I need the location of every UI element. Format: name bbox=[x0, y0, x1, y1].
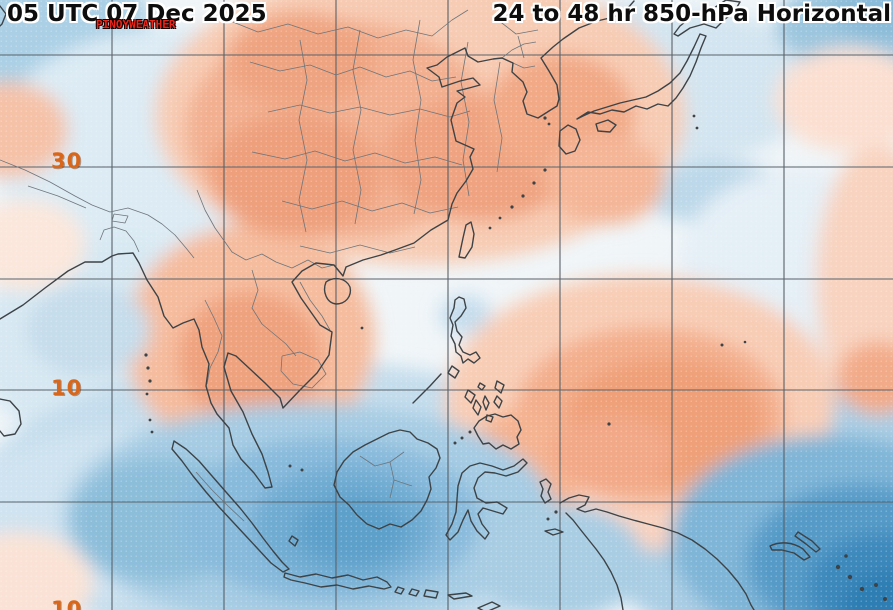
coastlines-layer bbox=[0, 0, 821, 610]
lat-label-10n: 10 bbox=[51, 376, 83, 400]
small-islands-layer bbox=[144, 114, 887, 601]
watermark-pinoyweather: PINOYWEATHER bbox=[96, 18, 176, 31]
lat-label-10s: 10 bbox=[51, 597, 83, 610]
lat-label-30n: 30 bbox=[51, 149, 83, 173]
borders-layer bbox=[0, 9, 539, 522]
datetime-title: 05 UTC 07 Dec 2025 bbox=[7, 1, 267, 27]
forecast-title: 24 to 48 hr 850-hPa Horizontal bbox=[492, 1, 892, 27]
